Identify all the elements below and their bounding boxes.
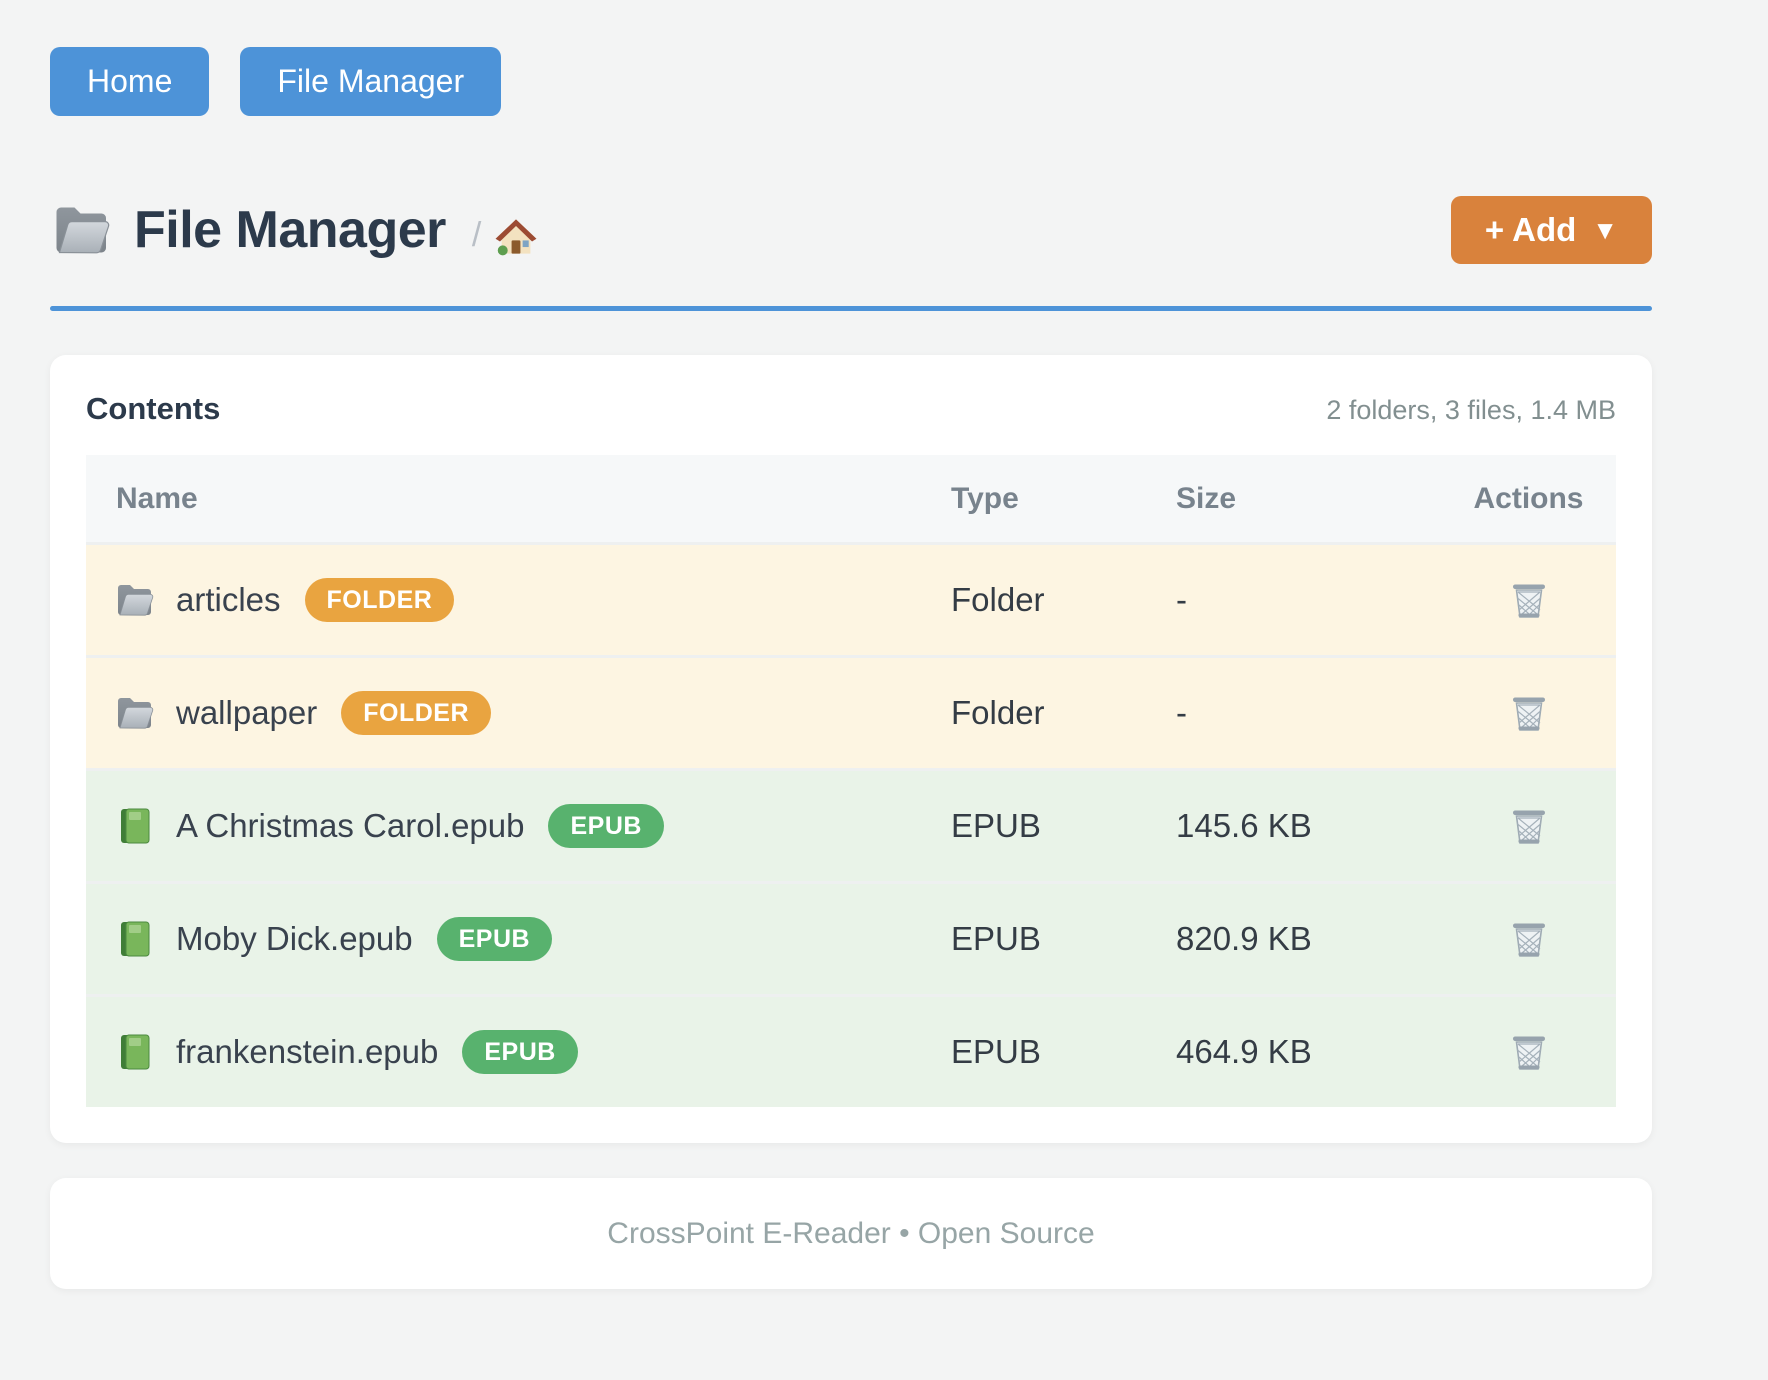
nav-file-manager-button[interactable]: File Manager xyxy=(240,47,502,116)
add-button-label: + Add xyxy=(1484,211,1577,248)
folder-icon xyxy=(117,697,154,729)
column-header-name: Name xyxy=(116,481,198,515)
top-nav: Home File Manager xyxy=(50,47,1652,116)
footer: CrossPoint E-Reader • Open Source xyxy=(50,1178,1652,1289)
trash-icon xyxy=(1511,696,1546,731)
trash-icon xyxy=(1511,583,1546,618)
green-book-icon xyxy=(120,1034,150,1070)
file-name[interactable]: A Christmas Carol.epub xyxy=(176,807,525,844)
contents-title: Contents xyxy=(86,391,221,426)
file-table: Name Type Size Actions articles FOLDER F… xyxy=(86,455,1616,1107)
home-icon xyxy=(495,219,537,256)
trash-icon xyxy=(1511,922,1546,957)
delete-button[interactable] xyxy=(1504,574,1554,626)
folder-badge: FOLDER xyxy=(341,691,492,735)
delete-button[interactable] xyxy=(1504,687,1554,739)
contents-summary: 2 folders, 3 files, 1.4 MB xyxy=(1326,395,1616,425)
table-row-wallpaper[interactable]: wallpaper FOLDER Folder - xyxy=(86,655,1616,768)
delete-button[interactable] xyxy=(1504,1026,1554,1078)
folder-icon xyxy=(55,206,110,254)
epub-badge: EPUB xyxy=(462,1030,578,1074)
file-type: EPUB xyxy=(951,1033,1041,1070)
file-type: Folder xyxy=(951,581,1045,618)
breadcrumb-separator: / xyxy=(471,215,482,254)
nav-home-button[interactable]: Home xyxy=(50,47,210,116)
green-book-icon xyxy=(120,921,150,957)
column-header-size: Size xyxy=(1176,481,1237,515)
column-header-actions: Actions xyxy=(1473,481,1584,515)
file-size: 464.9 KB xyxy=(1176,1033,1312,1070)
add-button[interactable]: + Add ▼ xyxy=(1450,196,1652,264)
page: Home File Manager File Manager / + Add ▼… xyxy=(50,47,1652,1289)
file-size: - xyxy=(1176,581,1187,618)
header-divider xyxy=(50,306,1652,311)
caret-down-icon: ▼ xyxy=(1592,214,1618,245)
file-name[interactable]: articles xyxy=(176,581,281,618)
file-size: - xyxy=(1176,694,1187,731)
table-header-row: Name Type Size Actions xyxy=(86,455,1616,542)
table-row-articles[interactable]: articles FOLDER Folder - xyxy=(86,542,1616,655)
file-type: EPUB xyxy=(951,920,1041,957)
green-book-icon xyxy=(120,808,150,844)
file-type: Folder xyxy=(951,694,1045,731)
epub-badge: EPUB xyxy=(436,917,553,961)
file-name[interactable]: Moby Dick.epub xyxy=(176,920,413,957)
table-row-frankenstein[interactable]: frankenstein.epub EPUB EPUB 464.9 KB xyxy=(86,994,1616,1107)
contents-panel: Contents 2 folders, 3 files, 1.4 MB Name… xyxy=(50,355,1652,1143)
file-name[interactable]: frankenstein.epub xyxy=(176,1033,439,1070)
file-size: 145.6 KB xyxy=(1176,807,1312,844)
footer-text: CrossPoint E-Reader • Open Source xyxy=(607,1216,1095,1250)
contents-panel-header: Contents 2 folders, 3 files, 1.4 MB xyxy=(86,391,1616,427)
delete-button[interactable] xyxy=(1504,800,1554,852)
breadcrumb-home-link[interactable] xyxy=(495,216,537,256)
trash-icon xyxy=(1511,809,1546,844)
file-name[interactable]: wallpaper xyxy=(176,694,318,731)
epub-badge: EPUB xyxy=(548,804,664,848)
table-row-christmas-carol[interactable]: A Christmas Carol.epub EPUB EPUB 145.6 K… xyxy=(86,768,1616,881)
table-row-moby-dick[interactable]: Moby Dick.epub EPUB EPUB 820.9 KB xyxy=(86,881,1616,994)
column-header-type: Type xyxy=(951,481,1019,515)
page-header: File Manager / + Add ▼ xyxy=(50,196,1652,264)
folder-badge: FOLDER xyxy=(304,578,455,622)
page-title: File Manager xyxy=(134,201,446,259)
trash-icon xyxy=(1511,1035,1546,1070)
folder-icon xyxy=(117,584,154,616)
file-type: EPUB xyxy=(951,807,1041,844)
file-size: 820.9 KB xyxy=(1176,920,1312,957)
delete-button[interactable] xyxy=(1504,913,1554,965)
